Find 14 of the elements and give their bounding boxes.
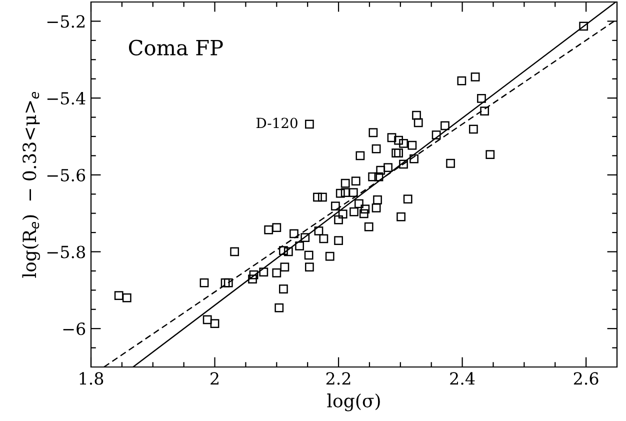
y-tick-label: −5.6 bbox=[47, 168, 86, 182]
x-tick-label: 2.2 bbox=[326, 372, 350, 385]
y-tick-label: −5.2 bbox=[47, 15, 85, 28]
x-axis-title: log(σ) bbox=[327, 394, 380, 412]
y-tick-label: −5.4 bbox=[47, 92, 86, 105]
x-tick-label: 2 bbox=[210, 372, 218, 385]
x-tick-label: 1.8 bbox=[80, 372, 104, 385]
y-tick-label: −5.8 bbox=[47, 246, 86, 258]
y-tick-label: −6 bbox=[63, 322, 86, 336]
y-axis-title: log(R$_{e}$) − 0.33<μ>$_{e}$ bbox=[22, 92, 40, 278]
x-tick-label: 2.4 bbox=[450, 372, 475, 385]
annotation: Coma FP bbox=[128, 40, 223, 56]
annotation: D-120 bbox=[256, 118, 298, 128]
x-tick-label: 2.6 bbox=[574, 372, 598, 385]
